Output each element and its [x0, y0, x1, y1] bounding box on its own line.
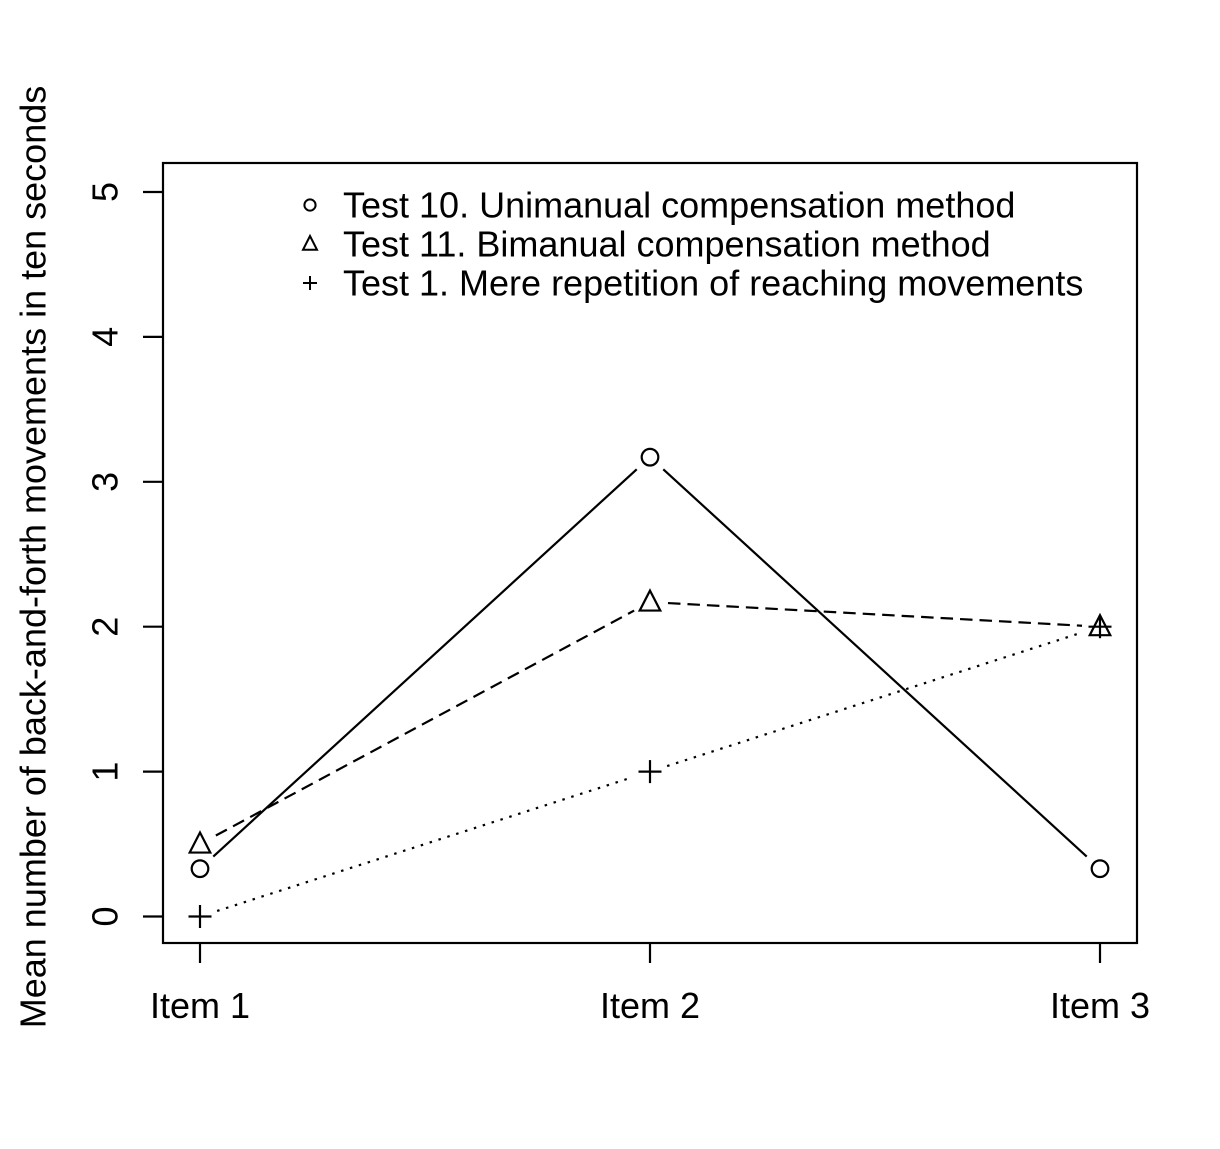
legend-triangle-marker-icon: [301, 233, 319, 251]
series-line-segment: [215, 609, 635, 837]
y-tick-label: 2: [85, 617, 126, 637]
x-tick-label: Item 1: [150, 985, 250, 1026]
y-axis: 0 1 2 3 4 5: [85, 182, 163, 927]
triangle-marker-icon: [637, 588, 663, 612]
series-line-segment: [662, 468, 1088, 858]
y-axis-title: Mean number of back-and-forth movements …: [13, 86, 54, 1029]
legend-label: Test 11. Bimanual compensation method: [343, 224, 991, 265]
series-line-segment: [216, 776, 634, 913]
legend-plus-marker-icon: [303, 276, 317, 290]
x-tick-label: Item 2: [600, 985, 700, 1026]
series-triangle: [187, 588, 1113, 854]
series-line-segment: [666, 631, 1084, 768]
circle-marker-icon: [1090, 859, 1110, 879]
triangle-marker-icon: [187, 830, 213, 854]
legend-label: Test 1. Mere repetition of reaching move…: [343, 263, 1083, 304]
plus-marker-icon: [638, 760, 662, 784]
y-tick-label: 4: [85, 327, 126, 347]
y-tick-label: 0: [85, 906, 126, 926]
circle-marker-icon: [640, 447, 660, 467]
circle-marker-icon: [190, 859, 210, 879]
x-axis: Item 1 Item 2 Item 3: [150, 943, 1150, 1026]
legend-item: Test 1. Mere repetition of reaching move…: [303, 263, 1083, 304]
series-plus: [188, 615, 1112, 928]
legend-item: Test 10. Unimanual compensation method: [303, 185, 1015, 226]
plus-marker-icon: [188, 905, 212, 928]
series-line-segment: [667, 601, 1083, 627]
series-line-segment: [212, 468, 638, 858]
plus-marker-icon: [1088, 615, 1112, 639]
legend-item: Test 11. Bimanual compensation method: [301, 224, 991, 265]
legend-label: Test 10. Unimanual compensation method: [343, 185, 1015, 226]
y-tick-label: 3: [85, 472, 126, 492]
series-circle: [190, 447, 1110, 879]
y-tick-label: 5: [85, 182, 126, 202]
legend-circle-marker-icon: [303, 198, 317, 212]
y-tick-label: 1: [85, 762, 126, 782]
x-tick-label: Item 3: [1050, 985, 1150, 1026]
legend: Test 10. Unimanual compensation methodTe…: [301, 185, 1083, 304]
